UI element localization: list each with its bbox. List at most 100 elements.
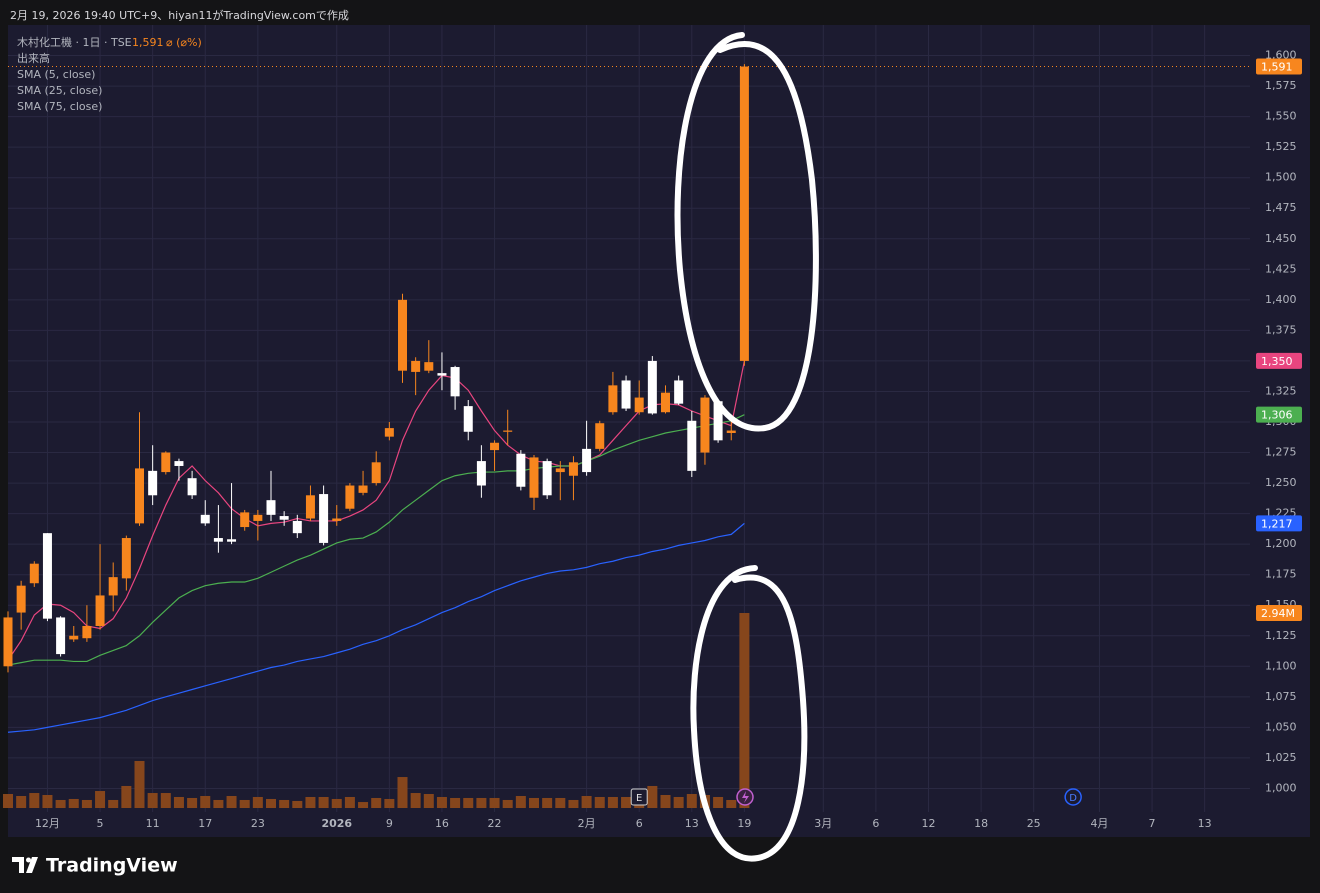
x-tick-label: 11 <box>146 817 160 830</box>
volume-bar <box>607 796 618 808</box>
candle-body <box>3 617 13 667</box>
x-tick-label: 13 <box>685 817 699 830</box>
volume-bar <box>397 777 408 808</box>
event-marker[interactable]: D <box>1064 788 1082 806</box>
candle-body <box>542 461 552 496</box>
volume-bar <box>292 800 303 808</box>
volume-bar <box>318 796 329 808</box>
chart-pane <box>8 25 1310 837</box>
price-tag <box>1256 58 1302 75</box>
candle-body <box>82 625 92 639</box>
x-tick-label: 2月 <box>578 817 596 830</box>
candle-body <box>69 635 79 640</box>
volume-bar <box>187 797 198 808</box>
volume-bar <box>81 799 92 808</box>
event-circle <box>1064 788 1082 806</box>
x-tick-label: 9 <box>386 817 393 830</box>
volume-bar <box>529 797 539 808</box>
y-tick-label: 1,575 <box>1265 79 1297 92</box>
volume-bar <box>581 795 592 808</box>
candle-body <box>240 512 250 528</box>
event-label: D <box>1069 793 1077 804</box>
candle-body <box>358 485 368 493</box>
volume-bar <box>344 796 355 808</box>
y-tick-label: 1,125 <box>1265 629 1297 642</box>
candle-body <box>398 299 407 371</box>
volume-bar <box>371 797 382 808</box>
legend-price: 1,591 <box>132 36 164 49</box>
legend-sma: SMA (25, close) <box>17 84 102 97</box>
candle-body <box>700 397 710 453</box>
brand-logo: TradingView <box>12 855 178 877</box>
candle-body <box>332 518 342 521</box>
volume-bar <box>594 796 605 808</box>
x-tick-label: 13 <box>1198 817 1212 830</box>
volume-bar <box>200 795 211 808</box>
candle-body <box>305 495 315 519</box>
volume-bar <box>542 797 553 808</box>
volume-bar <box>515 795 526 808</box>
x-tick-label: 17 <box>198 817 212 830</box>
volume-bar <box>358 802 369 808</box>
candle-body <box>516 453 526 487</box>
candle-body <box>608 385 618 413</box>
volume-bar <box>423 794 434 808</box>
candle-body <box>411 360 421 372</box>
event-label: E <box>636 793 642 804</box>
volume-bar <box>739 613 750 808</box>
y-tick-label: 1,500 <box>1265 171 1297 184</box>
legend-sma: SMA (5, close) <box>17 68 95 81</box>
candle-body <box>108 577 118 596</box>
volume-bar <box>450 797 461 808</box>
y-tick-label: 1,450 <box>1265 232 1297 245</box>
volume-bar <box>121 785 132 808</box>
price-tag-label: 1,217 <box>1261 517 1293 530</box>
candle-body <box>384 428 394 437</box>
volume-bar <box>660 795 671 808</box>
event-icon[interactable] <box>736 788 754 806</box>
x-tick-label: 12 <box>922 817 936 830</box>
y-tick-label: 1,550 <box>1265 110 1297 123</box>
candle-body <box>503 430 513 432</box>
volume-bar <box>489 797 500 808</box>
x-tick-label: 23 <box>251 817 265 830</box>
legend-volume: 出来高 <box>17 51 50 65</box>
candle-body <box>266 500 276 515</box>
event-box <box>630 788 648 806</box>
y-tick-label: 1,250 <box>1265 476 1297 489</box>
x-tick-label: 5 <box>97 817 104 830</box>
volume-bar <box>266 798 276 808</box>
volume-bar <box>463 797 474 808</box>
candle-body <box>647 360 657 414</box>
volume-bar <box>239 799 250 808</box>
candle-body <box>56 617 66 655</box>
hand-drawn-ellipse <box>690 565 808 862</box>
y-tick-label: 1,200 <box>1265 537 1297 550</box>
candle-body <box>29 563 39 584</box>
legend-title: 木村化工機 · 1日 · TSE <box>17 35 132 49</box>
volume-bar <box>252 796 263 808</box>
x-tick-label: 7 <box>1149 817 1156 830</box>
y-tick-label: 1,600 <box>1265 49 1297 62</box>
candle-body <box>661 392 670 413</box>
candle-body <box>42 533 52 619</box>
candle-body <box>371 462 381 484</box>
legend-sma: SMA (75, close) <box>17 100 102 113</box>
candle-body <box>490 442 500 451</box>
sma-line <box>7 414 745 666</box>
price-tag <box>1256 406 1302 423</box>
caption: 2月 19, 2026 19:40 UTC+9、hiyan11がTradingV… <box>10 8 349 22</box>
y-tick-label: 1,025 <box>1265 751 1297 764</box>
candle-body <box>595 423 605 449</box>
candle-body <box>634 397 644 413</box>
volume-bar <box>331 798 342 808</box>
volume-bar <box>42 795 53 808</box>
event-marker[interactable]: E <box>630 788 648 806</box>
x-tick-label: 25 <box>1027 817 1041 830</box>
y-tick-label: 1,475 <box>1265 201 1297 214</box>
y-tick-label: 1,525 <box>1265 140 1297 153</box>
lightning-icon <box>742 791 749 803</box>
candle-body <box>687 420 697 471</box>
volume-bar <box>647 785 658 808</box>
